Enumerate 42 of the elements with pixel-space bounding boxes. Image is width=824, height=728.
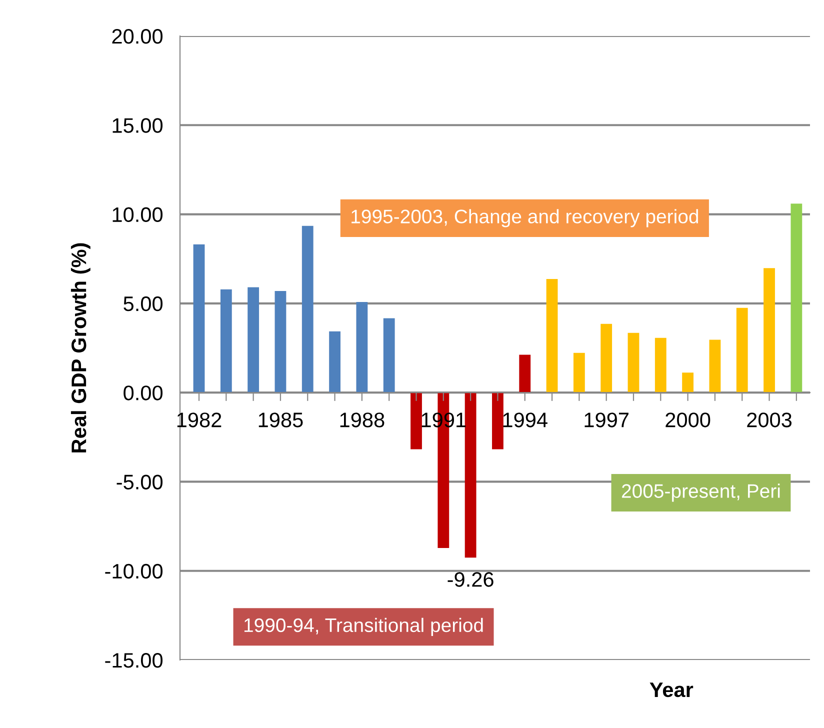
x-axis-title: Year <box>650 682 694 698</box>
bar <box>220 289 232 393</box>
x-tick-label: 1985 <box>258 412 303 428</box>
y-tick-label: 0.00 <box>124 386 163 400</box>
bar <box>193 244 205 393</box>
y-axis-title: Real GDP Growth (%) <box>70 243 90 452</box>
x-tick-label: 1988 <box>340 412 384 428</box>
x-tick-label: 2000 <box>666 412 710 428</box>
bar <box>274 290 286 393</box>
y-tick-label: -5.00 <box>116 474 163 490</box>
annotation: 2005-present, Peri <box>622 484 780 502</box>
bar <box>736 308 748 393</box>
bar <box>546 279 558 393</box>
bar <box>682 372 694 393</box>
bar <box>356 302 368 393</box>
x-tick-label: 2003 <box>747 412 792 428</box>
annotation: 1995-2003, Change and recovery period <box>352 209 698 228</box>
bar <box>654 338 666 393</box>
y-tick-label: 10.00 <box>112 207 163 222</box>
bar <box>464 392 476 558</box>
bar <box>492 392 504 450</box>
y-tick-label: 20.00 <box>112 29 163 44</box>
bar <box>383 318 395 393</box>
bar <box>628 332 640 393</box>
bar <box>302 226 314 393</box>
y-tick-label: -10.00 <box>105 564 163 579</box>
y-tick-label: 15.00 <box>112 118 163 133</box>
y-tick-label: 5.00 <box>124 296 163 312</box>
bar <box>790 204 802 393</box>
bar <box>329 331 340 393</box>
x-tick-label: 1982 <box>177 412 222 428</box>
annotation: 1990-94, Transitional period <box>244 618 483 636</box>
bar <box>248 287 260 393</box>
bar <box>410 392 422 450</box>
bar <box>519 354 531 393</box>
y-tick-label: -15.00 <box>105 653 163 668</box>
bar <box>573 352 585 393</box>
x-tick-label: 1997 <box>584 412 628 428</box>
bar <box>709 340 721 393</box>
bar <box>600 324 612 393</box>
bar <box>764 268 775 393</box>
data-label: -9.26 <box>448 572 494 587</box>
